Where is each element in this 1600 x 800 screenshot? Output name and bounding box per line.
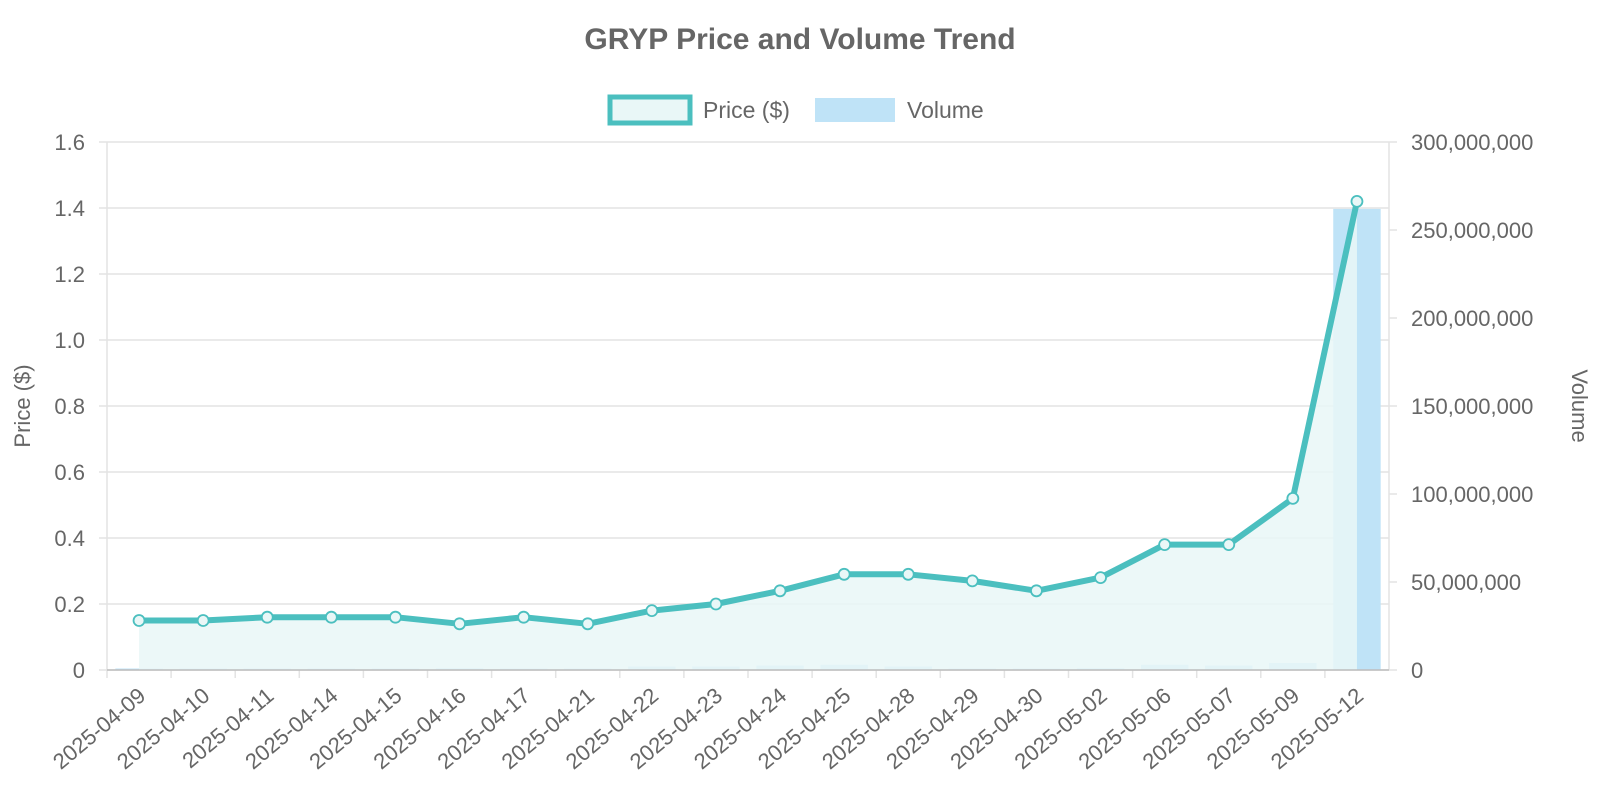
- price-point[interactable]: [965, 574, 979, 588]
- y-tick-label-right: 200,000,000: [1411, 306, 1533, 331]
- price-point[interactable]: [773, 584, 787, 598]
- legend-item-volume[interactable]: Volume: [815, 97, 984, 123]
- price-line: [136, 198, 1360, 627]
- price-point[interactable]: [132, 614, 146, 627]
- price-area: [139, 201, 1357, 670]
- price-line-path: [136, 198, 1360, 627]
- y-tick-label-right: 150,000,000: [1411, 394, 1533, 419]
- price-point[interactable]: [837, 567, 851, 581]
- legend-label-volume: Volume: [907, 97, 984, 123]
- price-point[interactable]: [1286, 491, 1300, 505]
- price-point[interactable]: [1158, 538, 1172, 551]
- y-tick-label-right: 50,000,000: [1411, 570, 1521, 595]
- y-axis-title-right: Volume: [1567, 369, 1592, 442]
- price-point[interactable]: [901, 567, 915, 581]
- price-points: [132, 194, 1364, 631]
- price-point[interactable]: [1350, 194, 1364, 208]
- y-ticks-right: 0 50,000,000 100,000,000 150,000,000 200,000…: [1411, 130, 1533, 683]
- axes: [106, 142, 1390, 671]
- y-tick-label-left: 0.8: [54, 394, 85, 419]
- y-tick-label-left: 1.4: [54, 196, 85, 221]
- y-tick-label-left: 0.2: [54, 592, 85, 617]
- grid-layer: [99, 141, 1397, 678]
- y-ticks-left: 0 0.2 0.4 0.6 0.8 1.0 1.2 1.4 1.6: [54, 130, 85, 683]
- price-point[interactable]: [709, 597, 723, 611]
- price-point[interactable]: [645, 604, 659, 617]
- chart-title: GRYP Price and Volume Trend: [584, 23, 1015, 56]
- price-point[interactable]: [453, 617, 466, 631]
- y-axis-title-left: Price ($): [10, 364, 35, 447]
- price-area-fill: [139, 201, 1357, 670]
- price-point[interactable]: [1222, 538, 1236, 551]
- price-point[interactable]: [581, 617, 595, 631]
- price-point[interactable]: [1094, 571, 1107, 584]
- y-tick-label-right: 300,000,000: [1411, 130, 1533, 155]
- legend-label-price: Price ($): [703, 97, 790, 123]
- legend: Price ($) Volume: [607, 94, 984, 126]
- x-ticks: 2025-04-092025-04-102025-04-112025-04-14…: [48, 683, 1368, 774]
- price-point[interactable]: [196, 614, 210, 627]
- legend-item-price[interactable]: Price ($): [607, 94, 790, 126]
- y-tick-label-left: 1.0: [54, 328, 85, 353]
- price-point[interactable]: [517, 610, 531, 624]
- y-tick-label-left: 1.2: [54, 262, 85, 287]
- y-tick-label-left: 0.4: [54, 526, 85, 551]
- y-tick-label-left: 1.6: [54, 130, 85, 155]
- y-tick-label-left: 0: [73, 658, 85, 683]
- y-tick-label-left: 0.6: [54, 460, 85, 485]
- legend-swatch-price: [607, 94, 693, 126]
- legend-swatch-volume: [815, 98, 895, 122]
- price-point[interactable]: [324, 610, 338, 624]
- price-point[interactable]: [1030, 584, 1043, 598]
- y-tick-label-right: 100,000,000: [1411, 482, 1533, 507]
- y-tick-label-right: 250,000,000: [1411, 218, 1533, 243]
- y-tick-label-right: 0: [1411, 658, 1423, 683]
- price-point[interactable]: [389, 610, 402, 624]
- price-point[interactable]: [260, 610, 274, 624]
